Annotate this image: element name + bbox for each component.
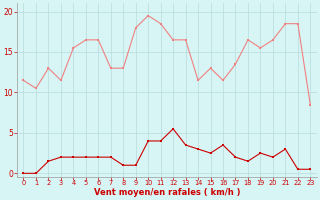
X-axis label: Vent moyen/en rafales ( km/h ): Vent moyen/en rafales ( km/h ) bbox=[94, 188, 240, 197]
